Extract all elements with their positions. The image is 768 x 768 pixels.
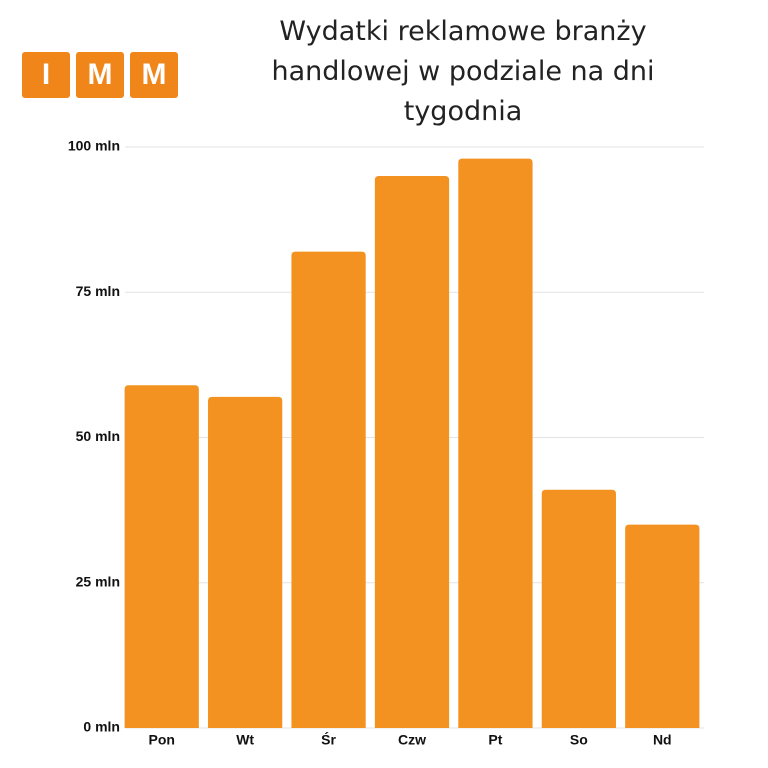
bar [374,176,450,729]
bar [291,251,366,728]
logo-letter: M [130,52,178,98]
x-tick-label: Czw [398,732,426,748]
chart-title: Wydatki reklamowe branży handlowej w pod… [271,16,655,127]
bar [625,524,700,728]
bar [541,489,616,728]
y-tick-label: 50 mln [76,428,120,444]
y-tick-label: 25 mln [76,573,120,589]
bar [208,396,283,728]
x-tick-label: Śr [321,731,336,748]
bar [458,158,533,728]
bar [124,385,199,728]
y-tick-label: 75 mln [76,283,120,299]
logo-letter: M [76,52,124,98]
x-tick-label: Wt [236,732,254,748]
logo-letter: I [22,52,70,98]
y-tick-label: 100 mln [68,138,120,154]
x-tick-label: So [570,732,588,748]
y-tick-label: 0 mln [83,719,120,735]
x-tick-label: Pt [488,732,502,748]
x-tick-label: Nd [653,732,672,748]
x-tick-label: Pon [148,732,174,748]
